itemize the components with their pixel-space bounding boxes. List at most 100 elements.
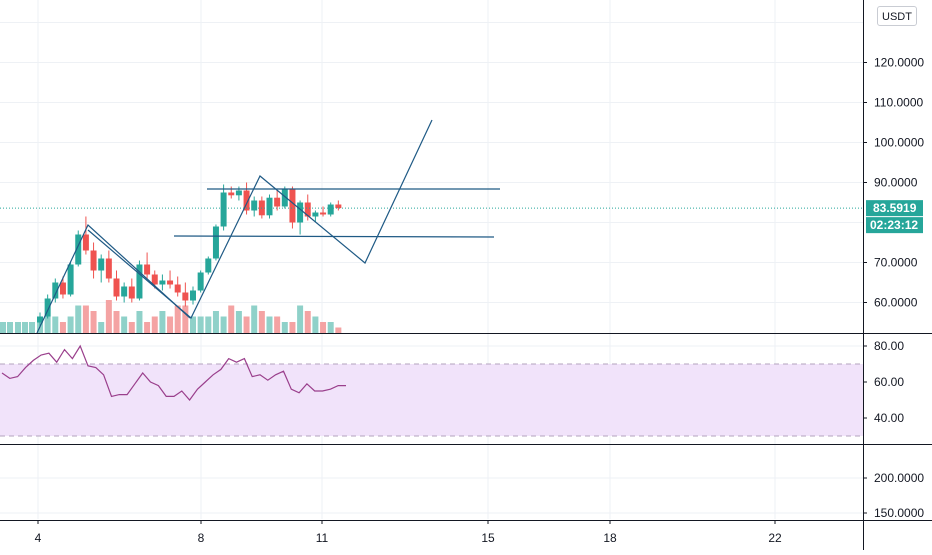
volume-bar	[151, 316, 158, 333]
time-tick-label: 18	[603, 531, 617, 545]
candle-body	[289, 188, 296, 223]
volume-bar	[174, 305, 181, 333]
candle-body	[327, 204, 334, 215]
time-tick-label: 4	[35, 531, 42, 545]
volume-bar	[289, 322, 296, 333]
price-tick-label: 110.0000	[874, 96, 923, 110]
volume-bar	[212, 311, 219, 333]
currency-button[interactable]: USDT	[877, 6, 917, 26]
candle-body	[212, 226, 219, 259]
candle-body	[174, 284, 181, 293]
volume-bar	[59, 322, 66, 333]
pattern-drawings	[36, 119, 500, 334]
volume-bar	[312, 316, 319, 333]
volume-bar	[281, 322, 288, 333]
rsi-tick-label: 60.00	[874, 375, 904, 389]
candle-body	[121, 286, 128, 297]
price-tick-label: 100.0000	[874, 136, 924, 150]
candle-body	[151, 274, 158, 285]
volume-bar	[205, 316, 212, 333]
price-tick-label: 120.0000	[874, 56, 924, 70]
volume-bar	[335, 327, 342, 333]
time-tick-label: 15	[481, 531, 495, 545]
volume-bar	[182, 305, 189, 333]
candles	[0, 182, 863, 327]
candle-body	[167, 280, 174, 285]
price-tick-label: 60.0000	[874, 296, 918, 310]
candle-body	[75, 234, 82, 265]
candle-body	[312, 212, 319, 217]
candle-body	[82, 234, 89, 251]
volume-bar-prehistory-3	[22, 322, 28, 333]
volume-bar	[67, 316, 74, 333]
volume-bar	[251, 305, 258, 333]
candle-body	[113, 278, 120, 297]
time-tick-label: 22	[768, 531, 782, 545]
candle-body	[228, 192, 235, 196]
volume-bar	[128, 322, 135, 333]
candle-body	[243, 190, 250, 211]
candle-body	[281, 188, 288, 207]
countdown-label: 02:23:12	[870, 218, 918, 232]
volume-bar	[167, 316, 174, 333]
candle-body	[136, 264, 143, 299]
volume-bar	[243, 316, 250, 333]
candle-body	[128, 286, 135, 299]
volume-bar-prehistory-2	[15, 322, 21, 333]
volume-bar	[297, 305, 304, 333]
rsi-indicator	[1, 344, 346, 401]
volume-bar	[82, 305, 89, 333]
volume-bar-prehistory-0	[0, 322, 6, 333]
rsi-band-fill	[0, 364, 863, 436]
candle-body	[37, 316, 43, 323]
volume-bar	[44, 316, 51, 333]
volume-bar	[144, 322, 151, 333]
volume-bar	[197, 316, 204, 333]
candle-body	[90, 250, 97, 271]
third-pane-tick-label: 200.0000	[874, 471, 924, 485]
price-scale-bg	[863, 0, 932, 550]
rsi-line	[1, 344, 346, 401]
last-price-tag	[866, 200, 923, 217]
volume-bars	[0, 300, 342, 333]
zigzag-drawing-left	[36, 224, 191, 334]
candle-body	[220, 192, 227, 227]
price-tick-label: 90.0000	[874, 176, 918, 190]
grid	[0, 0, 863, 519]
volume-bar	[136, 311, 143, 333]
volume-bar	[320, 322, 327, 333]
volume-bar	[105, 300, 112, 333]
candle-body	[105, 258, 112, 279]
volume-bar-prehistory-1	[7, 322, 13, 333]
support-line	[173, 235, 495, 238]
candle-body	[159, 280, 166, 285]
rsi-tick-label: 40.00	[874, 411, 904, 425]
time-tick-label: 8	[198, 531, 205, 545]
volume-bar	[121, 316, 128, 333]
volume-bar	[258, 311, 265, 333]
volume-bar	[266, 316, 273, 333]
candle-body	[197, 272, 204, 291]
volume-bar	[113, 311, 120, 333]
volume-bar	[90, 311, 97, 333]
volume-bar-prehistory-4	[29, 322, 35, 333]
volume-bar	[52, 316, 59, 333]
volume-bar	[98, 322, 105, 333]
volume-bar	[220, 316, 227, 333]
candle-body	[205, 258, 212, 273]
volume-bar	[228, 305, 235, 333]
rsi-band	[0, 363, 863, 437]
candle-body	[67, 264, 74, 295]
candle-body	[44, 298, 51, 317]
volume-bar	[235, 311, 242, 333]
candle-body	[182, 292, 189, 301]
volume-bar	[190, 316, 196, 333]
price-tick-label: 70.0000	[874, 256, 918, 270]
candle-body	[266, 197, 273, 216]
candle-body	[304, 202, 311, 217]
candle-body	[59, 282, 66, 295]
axis-labels: 120.0000 110.0000 100.0000 90.0000 70.0000 60…	[35, 56, 925, 546]
